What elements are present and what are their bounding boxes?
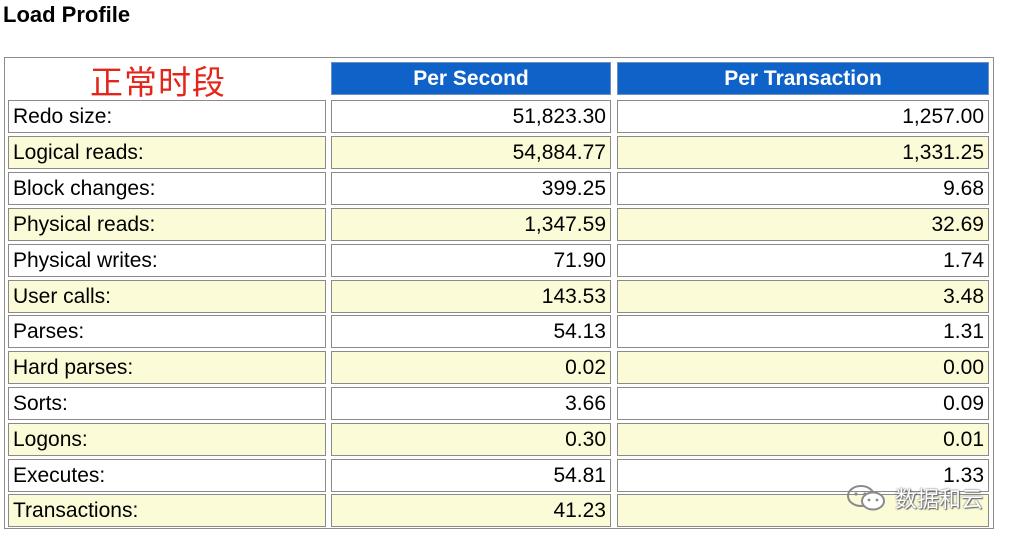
per-transaction-value [617,494,989,527]
metric-name: Block changes: [8,172,326,205]
per-second-value: 0.30 [331,423,611,456]
per-transaction-value: 1.31 [617,315,989,348]
table-row: Parses: 54.13 1.31 [0,315,1024,348]
per-second-value: 41.23 [331,494,611,527]
table-row: Physical reads: 1,347.59 32.69 [0,208,1024,241]
per-transaction-value: 1.74 [617,244,989,277]
metric-name: Logical reads: [8,136,326,169]
table-row: Redo size: 51,823.30 1,257.00 [0,100,1024,133]
per-second-value: 54,884.77 [331,136,611,169]
table-row: Sorts: 3.66 0.09 [0,387,1024,420]
per-transaction-value: 0.09 [617,387,989,420]
per-transaction-value: 1,257.00 [617,100,989,133]
page-title: Load Profile [3,2,131,27]
metric-name: Logons: [8,423,326,456]
table-row: Logons: 0.30 0.01 [0,423,1024,456]
per-transaction-value: 1.33 [617,459,989,492]
per-second-value: 54.81 [331,459,611,492]
per-transaction-value: 0.00 [617,351,989,384]
metric-name: Executes: [8,459,326,492]
per-second-value: 51,823.30 [331,100,611,133]
per-transaction-value: 1,331.25 [617,136,989,169]
per-second-value: 3.66 [331,387,611,420]
table-row: Logical reads: 54,884.77 1,331.25 [0,136,1024,169]
per-second-value: 54.13 [331,315,611,348]
per-transaction-value: 0.01 [617,423,989,456]
period-label: 正常时段 [90,63,226,102]
table-row: Transactions: 41.23 [0,494,1024,527]
metric-name: Sorts: [8,387,326,420]
watermark-text: 数据和云 [895,488,984,513]
table-row: Physical writes: 71.90 1.74 [0,244,1024,277]
metric-name: Hard parses: [8,351,326,384]
metric-name: Physical reads: [8,208,326,241]
per-transaction-value: 3.48 [617,280,989,313]
per-second-value: 0.02 [331,351,611,384]
table-row: Block changes: 399.25 9.68 [0,172,1024,205]
metric-name: Redo size: [8,100,326,133]
column-header-per-second: Per Second [331,62,611,95]
wechat-icon [847,485,885,511]
metric-name: Transactions: [8,494,326,527]
per-second-value: 1,347.59 [331,208,611,241]
table-row: User calls: 143.53 3.48 [0,280,1024,313]
column-header-per-transaction: Per Transaction [617,62,989,95]
metric-name: Physical writes: [8,244,326,277]
per-second-value: 399.25 [331,172,611,205]
watermark: 数据和云 [845,483,983,513]
table-row: Executes: 54.81 1.33 [0,459,1024,492]
metric-name: Parses: [8,315,326,348]
per-second-value: 143.53 [331,280,611,313]
per-transaction-value: 9.68 [617,172,989,205]
table-row: Hard parses: 0.02 0.00 [0,351,1024,384]
metric-name: User calls: [8,280,326,313]
per-second-value: 71.90 [331,244,611,277]
per-transaction-value: 32.69 [617,208,989,241]
